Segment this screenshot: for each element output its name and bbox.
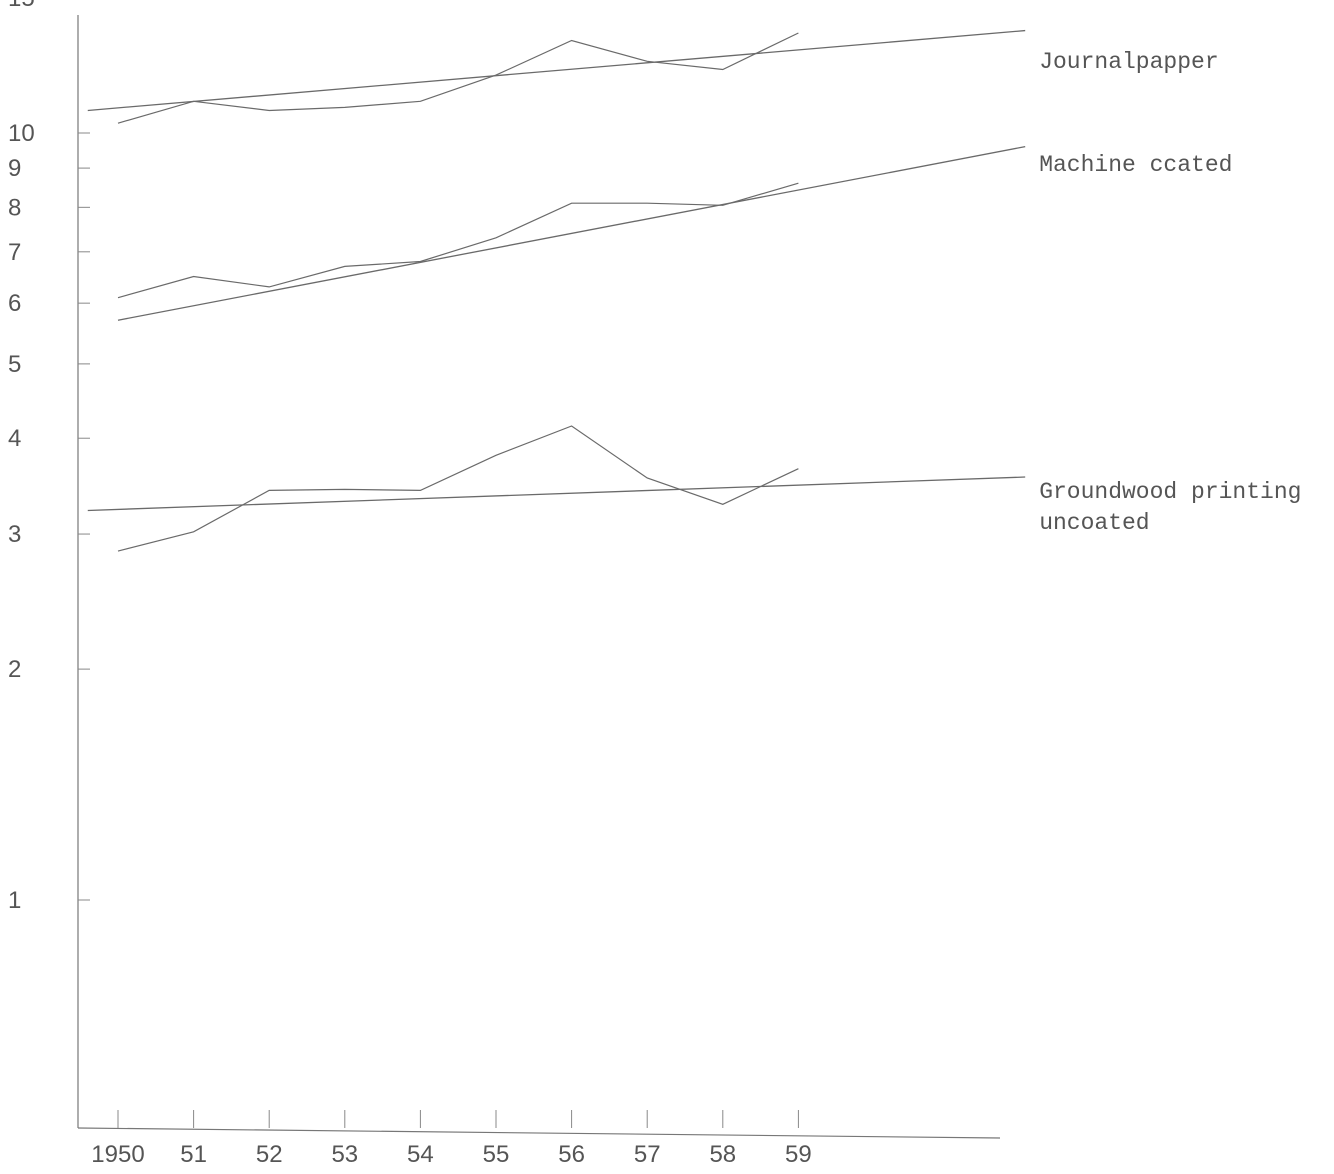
- trend-line: [87, 476, 1026, 512]
- x-tick-label: 51: [180, 1141, 207, 1168]
- y-tick-label: 5: [8, 351, 21, 378]
- x-tick-label: 57: [634, 1141, 661, 1168]
- y-ticks: 1 2 3 4 5 6 7 8 9 10 15: [8, 0, 90, 914]
- series-line: [117, 32, 799, 124]
- y-tick-label: 7: [8, 239, 21, 266]
- y-tick-label: 4: [8, 425, 21, 452]
- x-tick-label: 56: [558, 1141, 585, 1168]
- y-tick-label: 3: [8, 521, 21, 548]
- x-axis: [77, 1127, 1001, 1139]
- y-tick-label: 1: [8, 887, 21, 914]
- x-tick-label: 58: [709, 1141, 736, 1168]
- x-tick-label: 55: [483, 1141, 510, 1168]
- series-line: [117, 425, 799, 552]
- series-label: Groundwood printing: [1039, 479, 1301, 505]
- series-label: uncoated: [1039, 510, 1149, 536]
- y-tick-label: 2: [8, 656, 21, 683]
- x-ticks: 1950 51 52 53 54 55 56 57 58 59: [91, 1110, 812, 1168]
- trend-line: [87, 29, 1026, 112]
- trend-lines: [87, 29, 1026, 512]
- series-label: Machine ccated: [1039, 152, 1232, 178]
- x-tick-label: 54: [407, 1141, 434, 1168]
- series-line: [117, 182, 799, 299]
- x-tick-label: 52: [256, 1141, 283, 1168]
- y-tick-label: 15: [8, 0, 35, 12]
- axes: [77, 15, 1001, 1139]
- trend-line: [117, 145, 1026, 321]
- data-lines: [117, 32, 799, 552]
- x-tick-label: 1950: [91, 1141, 144, 1168]
- y-tick-label: 9: [8, 155, 21, 182]
- y-tick-label: 10: [8, 120, 35, 147]
- series-labels: Journalpapper Machine ccated Groundwood pr…: [1039, 49, 1301, 536]
- x-tick-label: 59: [785, 1141, 812, 1168]
- y-tick-label: 6: [8, 290, 21, 317]
- y-tick-label: 8: [8, 194, 21, 221]
- x-tick-label: 53: [331, 1141, 358, 1168]
- series-label: Journalpapper: [1039, 49, 1218, 75]
